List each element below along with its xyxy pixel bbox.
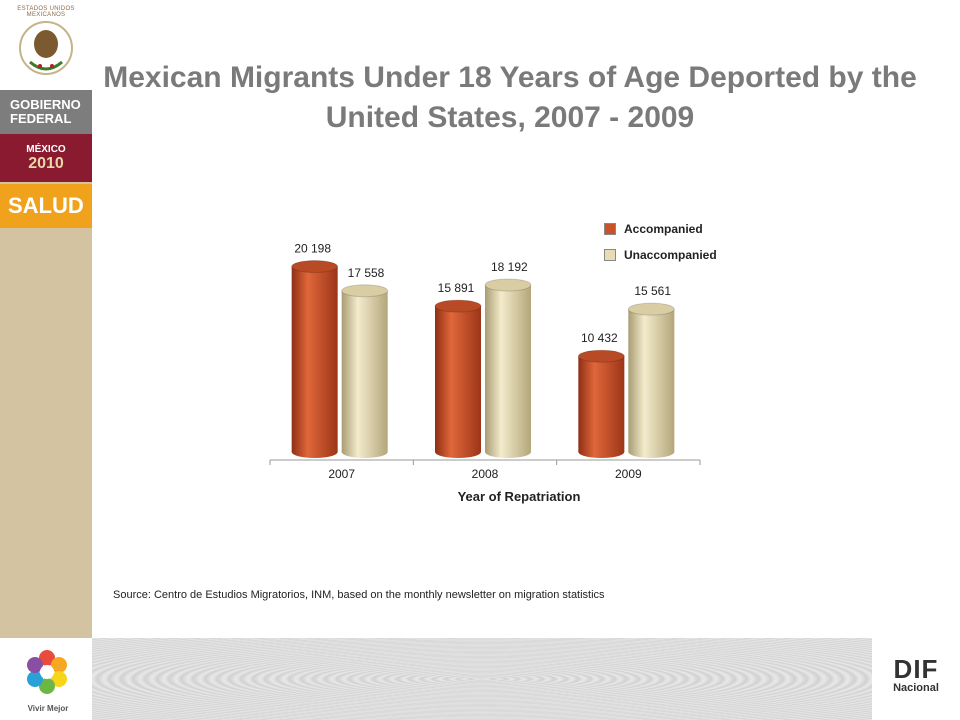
- mexico-text: MÉXICO: [26, 144, 66, 155]
- bar-top-accompanied-2009: [577, 349, 625, 363]
- source-note: Source: Centro de Estudios Migratorios, …: [113, 589, 605, 601]
- x-tick-label-2007: 2007: [328, 467, 355, 481]
- chart-title: Mexican Migrants Under 18 Years of Age D…: [103, 61, 917, 134]
- dif-logo: DIF Nacional: [884, 656, 948, 694]
- legend-swatch-accompanied: [604, 223, 616, 235]
- bar-unaccompanied-2009: [628, 309, 675, 452]
- bar-unaccompanied-2008: [485, 284, 531, 452]
- bar-top-accompanied-2008: [434, 299, 482, 313]
- data-label-unaccompanied-2009: 15 561: [634, 284, 671, 298]
- gobierno-federal-logo: GOBIERNO FEDERAL: [0, 90, 92, 134]
- dif-text: DIF: [893, 654, 939, 684]
- sidebar: ESTADOS UNIDOS MEXICANOS GOBIERNO FEDERA…: [0, 0, 92, 720]
- nacional-text: Nacional: [893, 682, 939, 694]
- gobierno-text: GOBIERNO: [10, 97, 81, 112]
- bar-base-unaccompanied-2008: [485, 446, 531, 458]
- year-text: 2010: [28, 155, 64, 172]
- x-tick-label-2008: 2008: [472, 467, 499, 481]
- bar-base-unaccompanied-2007: [341, 446, 388, 458]
- bar-base-accompanied-2009: [578, 446, 625, 458]
- eagle-seal-icon: [19, 21, 73, 75]
- legend-item-accompanied: Accompanied: [604, 216, 717, 242]
- data-label-accompanied-2009: 10 432: [581, 331, 618, 345]
- bar-top-unaccompanied-2009: [627, 302, 675, 316]
- vivir-mejor-label: Vivir Mejor: [27, 704, 69, 713]
- bar-top-accompanied-2007: [291, 260, 339, 274]
- bar-base-accompanied-2008: [435, 446, 481, 458]
- data-label-accompanied-2007: 20 198: [294, 242, 331, 256]
- footer-pattern: [92, 638, 872, 720]
- federal-text: FEDERAL: [10, 111, 72, 126]
- legend-label-unaccompanied: Unaccompanied: [624, 248, 717, 262]
- salud-text: SALUD: [8, 193, 84, 218]
- salud-logo: SALUD: [0, 184, 92, 228]
- data-label-accompanied-2008: 15 891: [438, 281, 475, 295]
- bar-top-unaccompanied-2008: [484, 278, 532, 292]
- mexico-seal-icon: ESTADOS UNIDOS MEXICANOS: [0, 0, 92, 90]
- bar-top-unaccompanied-2007: [341, 284, 389, 298]
- legend-item-unaccompanied: Unaccompanied: [604, 242, 717, 268]
- x-axis-title: Year of Repatriation: [458, 489, 581, 504]
- x-tick-label-2009: 2009: [615, 467, 642, 481]
- bar-accompanied-2008: [435, 306, 481, 452]
- bar-accompanied-2007: [291, 266, 338, 452]
- bar-base-accompanied-2007: [291, 446, 338, 458]
- seal-text: ESTADOS UNIDOS MEXICANOS: [17, 6, 75, 18]
- data-label-unaccompanied-2007: 17 558: [348, 266, 385, 280]
- bar-unaccompanied-2007: [341, 290, 388, 452]
- chart-legend: Accompanied Unaccompanied: [604, 216, 717, 268]
- legend-swatch-unaccompanied: [604, 249, 616, 261]
- mexico-2010-logo: MÉXICO 2010: [0, 134, 92, 182]
- data-label-unaccompanied-2008: 18 192: [491, 260, 528, 274]
- bar-base-unaccompanied-2009: [628, 446, 675, 458]
- legend-label-accompanied: Accompanied: [624, 222, 703, 236]
- bar-accompanied-2009: [578, 356, 625, 452]
